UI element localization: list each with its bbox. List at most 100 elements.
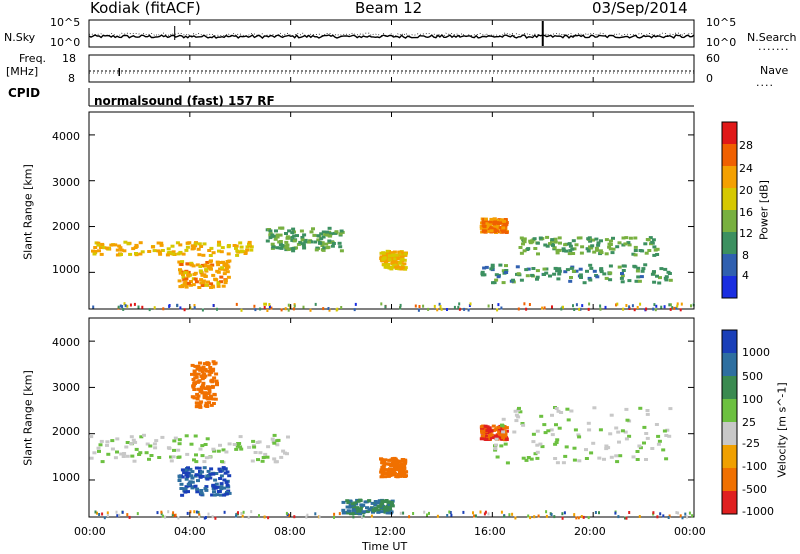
data-cell	[200, 284, 205, 287]
xtick-0: 00:00	[74, 525, 106, 538]
data-cell	[239, 245, 244, 249]
noise-cell	[293, 304, 296, 308]
noise-cell	[561, 516, 564, 520]
nsearch-tick-top: 10^5	[706, 16, 737, 29]
data-cell	[196, 479, 200, 483]
data-cell	[144, 451, 149, 455]
data-cell	[497, 230, 502, 234]
data-cell	[202, 466, 207, 470]
noise-cell	[292, 307, 295, 311]
data-cell	[341, 500, 346, 504]
data-cell	[286, 236, 291, 240]
noise-cell	[214, 516, 217, 520]
data-cell	[533, 247, 538, 250]
data-cell	[216, 270, 221, 274]
data-cell	[204, 401, 209, 405]
noise-cell	[638, 515, 641, 518]
cpid-text: normalsound (fast) 157 RF	[94, 94, 275, 108]
data-cell	[178, 243, 183, 247]
data-cell	[396, 473, 401, 477]
noise-cell	[133, 302, 136, 306]
data-cell	[138, 252, 143, 256]
data-cell	[542, 273, 546, 276]
data-cell	[334, 230, 339, 234]
data-cell	[238, 445, 243, 449]
noise-cell	[201, 308, 204, 312]
noise-cell	[588, 302, 591, 306]
noise-cell	[333, 515, 335, 519]
data-cell	[531, 432, 536, 436]
data-cell	[215, 260, 220, 264]
data-cell	[219, 280, 224, 284]
data-cell	[587, 276, 592, 280]
noise-cell	[128, 515, 131, 519]
noise-cell	[582, 515, 585, 519]
velocity-colorbar-segment	[722, 353, 737, 376]
data-cell	[321, 235, 326, 239]
data-cell	[388, 251, 393, 255]
data-cell	[397, 261, 402, 265]
data-cell	[211, 251, 216, 255]
data-cell	[194, 460, 199, 464]
data-cell	[504, 437, 509, 441]
data-cell	[563, 454, 568, 458]
data-cell	[504, 426, 509, 430]
data-cell	[356, 499, 361, 503]
noise-cell	[680, 302, 683, 306]
data-cell	[479, 425, 484, 429]
noise-cell	[655, 304, 658, 308]
data-cell	[558, 241, 562, 245]
noise-cell	[122, 307, 125, 311]
noise-cell	[422, 304, 425, 308]
data-cell	[261, 456, 266, 459]
data-cell	[390, 261, 395, 265]
data-cell	[384, 462, 389, 466]
data-cell	[615, 245, 620, 249]
power-heatmap	[91, 217, 695, 312]
data-cell	[113, 243, 118, 247]
data-cell	[138, 451, 143, 455]
data-cell	[504, 231, 509, 234]
data-cell	[91, 249, 95, 253]
data-cell	[186, 471, 190, 475]
data-cell	[392, 473, 397, 476]
noise-cell	[472, 511, 474, 515]
data-cell	[539, 414, 544, 418]
data-cell	[193, 376, 198, 380]
data-cell	[215, 493, 220, 497]
data-cell	[347, 505, 352, 509]
data-cell	[565, 407, 570, 411]
data-cell	[390, 254, 395, 258]
noise-cell	[677, 511, 680, 515]
data-cell	[211, 367, 216, 371]
data-cell	[200, 377, 205, 381]
data-cell	[284, 232, 288, 235]
data-cell	[192, 458, 196, 462]
data-cell	[221, 284, 226, 288]
data-cell	[329, 232, 333, 236]
data-cell	[145, 442, 150, 446]
data-cell	[591, 238, 595, 242]
data-cell	[201, 253, 206, 257]
data-cell	[624, 407, 629, 411]
data-cell	[599, 267, 604, 271]
velocity-cbar-tick-1000: 1000	[742, 346, 770, 359]
data-cell	[661, 448, 666, 452]
data-cell	[652, 253, 657, 257]
data-cell	[518, 410, 523, 414]
noise-cell	[399, 303, 402, 307]
data-cell	[188, 283, 193, 287]
data-cell	[586, 421, 591, 425]
data-cell	[396, 459, 401, 463]
noise-cell	[266, 309, 269, 312]
freq-tick-top: 18	[62, 52, 76, 65]
noise-cell	[198, 513, 201, 517]
noise-cell	[427, 307, 430, 311]
data-cell	[502, 228, 507, 232]
xtick-5: 20:00	[574, 525, 606, 538]
data-cell	[207, 386, 212, 390]
data-cell	[272, 441, 277, 445]
data-cell	[234, 447, 239, 451]
data-cell	[178, 271, 183, 275]
data-cell	[177, 442, 182, 446]
